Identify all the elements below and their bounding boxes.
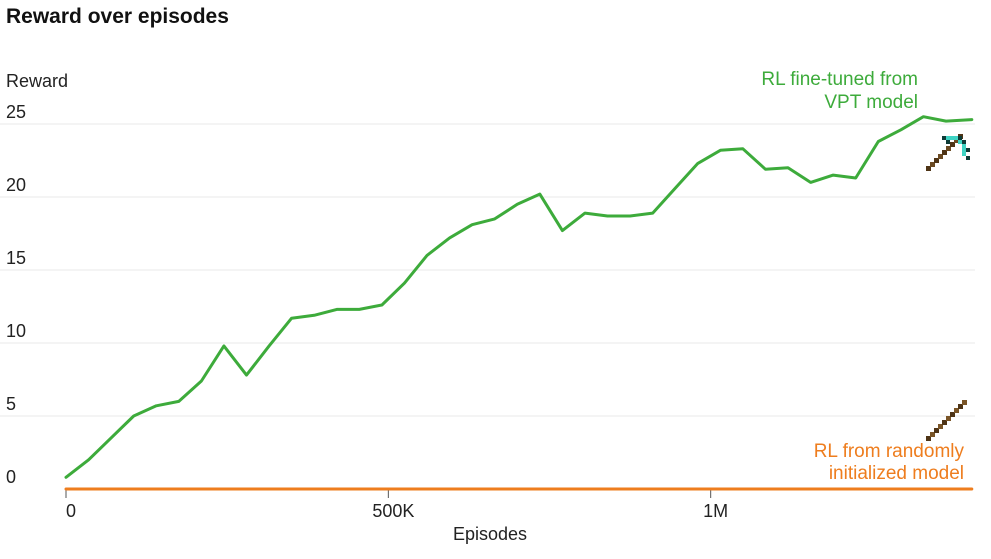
pickaxe-handle-pixel — [954, 138, 959, 143]
pickaxe-handle-pixel — [938, 424, 943, 429]
series-label-line: RL fine-tuned from — [761, 69, 918, 90]
pickaxe-handle-pixel — [962, 400, 967, 405]
series-label-line: VPT model — [824, 92, 918, 113]
vpt-series-line — [64, 115, 974, 479]
pickaxe-handle-pixel — [942, 420, 947, 425]
pickaxe-handle-pixel — [950, 142, 955, 147]
pickaxe-head-edge-pixel — [966, 148, 970, 152]
series-label-line: initialized model — [829, 463, 964, 484]
pickaxe-handle-pixel — [946, 146, 951, 151]
x-tick-label: 500K — [372, 501, 414, 521]
y-tick-label: 5 — [6, 394, 16, 414]
pickaxe-handle-pixel — [950, 412, 955, 417]
pickaxe-head-edge-pixel — [946, 140, 950, 144]
y-tick-label: 0 — [6, 467, 16, 487]
pickaxe-head-edge-pixel — [958, 136, 962, 140]
series-label-line: RL from randomly — [814, 441, 965, 462]
pickaxe-handle-pixel — [930, 162, 935, 167]
x-tick-label: 0 — [66, 501, 76, 521]
pickaxe-handle-pixel — [942, 150, 947, 155]
pickaxe-head-pixel — [958, 140, 962, 144]
x-tick-label: 1M — [703, 501, 728, 521]
pickaxe-head-pixel — [946, 136, 950, 140]
y-tick-label: 20 — [6, 175, 26, 195]
y-tick-label: 10 — [6, 321, 26, 341]
pickaxe-head-edge-pixel — [942, 136, 946, 140]
random-init-series-label: RL from randomly initialized model — [814, 441, 965, 484]
pickaxe-head-edge-pixel — [966, 156, 970, 160]
pickaxe-handle-pixel — [926, 436, 931, 441]
pickaxe-handle-pixel — [926, 166, 931, 171]
chart-title: Reward over episodes — [6, 5, 229, 28]
pickaxe-handle-pixel — [946, 416, 951, 421]
pickaxe-head-pixel — [954, 136, 958, 140]
pickaxe-head-pixel — [962, 144, 966, 148]
pickaxe-handle-pixel — [958, 404, 963, 409]
pickaxe-handle-pixel — [938, 154, 943, 159]
x-axis-label: Episodes — [452, 524, 528, 544]
pickaxe-head-pixel — [962, 152, 966, 156]
pickaxe-head-pixel — [950, 136, 954, 140]
wooden-pickaxe-icon — [926, 400, 967, 441]
diamond-pickaxe-icon — [926, 134, 970, 171]
pickaxe-handle-pixel — [930, 432, 935, 437]
pickaxe-handle-pixel — [954, 408, 959, 413]
pickaxe-handle-pixel — [934, 428, 939, 433]
pickaxe-handle-pixel — [934, 158, 939, 163]
pickaxe-head-edge-pixel — [962, 140, 966, 144]
pickaxe-head-pixel — [962, 148, 966, 152]
y-tick-label: 25 — [6, 102, 26, 122]
y-tick-label: 15 — [6, 248, 26, 268]
vpt-series-label: RL fine-tuned from VPT model — [761, 69, 918, 113]
y-axis-label: Reward — [6, 71, 69, 91]
